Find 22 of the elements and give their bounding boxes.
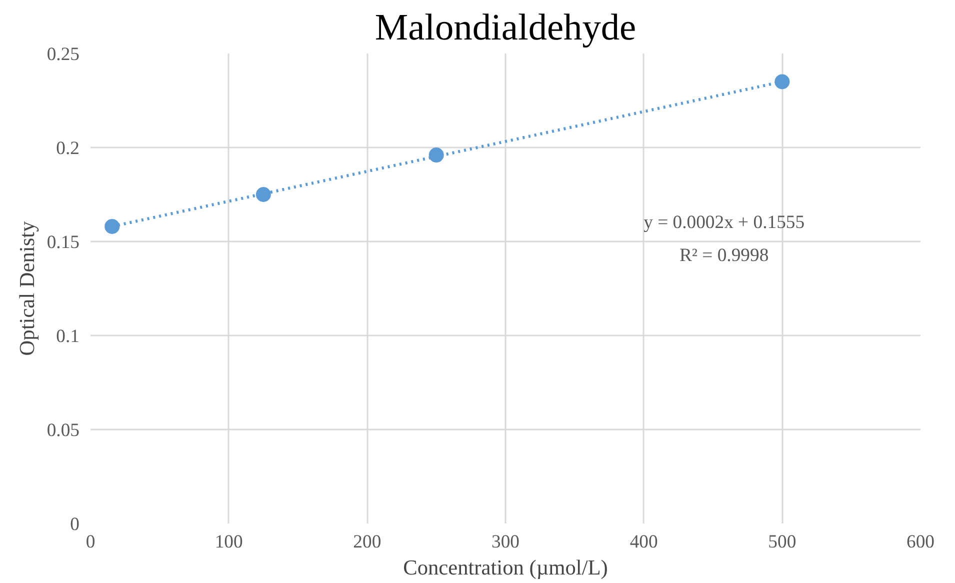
x-tick-label: 500 xyxy=(768,532,796,552)
y-tick-label: 0.25 xyxy=(46,44,80,65)
x-tick-label: 300 xyxy=(492,532,520,552)
x-tick-label: 600 xyxy=(906,532,934,552)
annotation: R² = 0.9998 xyxy=(679,245,769,266)
point xyxy=(774,74,790,90)
y-tick-label: 0.2 xyxy=(56,138,80,159)
x-tick-label: 100 xyxy=(214,532,243,552)
x-tick-label: 200 xyxy=(353,532,382,552)
x-tick-label: 0 xyxy=(86,532,96,552)
x-axis-title: Concentration (µmol/L) xyxy=(403,556,608,580)
chart-title: Malondialdehyde xyxy=(374,8,636,48)
y-axis-title: Optical Denisty xyxy=(14,220,39,356)
annotation: y = 0.0002x + 0.1555 xyxy=(644,212,805,234)
y-tick-label: 0.05 xyxy=(46,420,80,441)
point xyxy=(428,148,444,163)
y-tick-label: 0.15 xyxy=(46,232,80,253)
x-tick-label: 400 xyxy=(630,532,658,552)
y-tick-label: 0.1 xyxy=(56,326,80,347)
point xyxy=(256,187,271,202)
y-tick-label: 0 xyxy=(70,514,80,535)
point xyxy=(104,218,120,234)
